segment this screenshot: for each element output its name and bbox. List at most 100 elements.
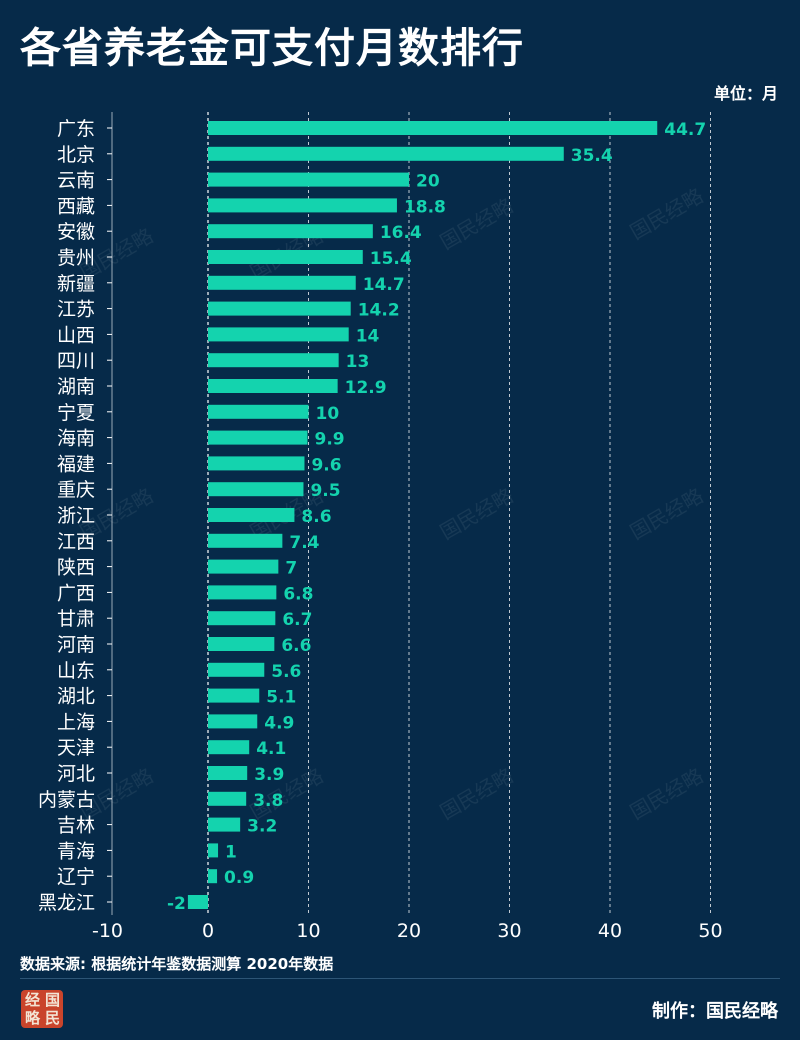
bar — [208, 198, 397, 213]
value-label: 4.1 — [256, 739, 286, 759]
value-label: 6.8 — [283, 584, 313, 604]
bar — [208, 817, 241, 832]
watermark: 国民经略 — [436, 194, 517, 255]
x-tick-label: 40 — [598, 920, 622, 942]
x-axis-ticks: -10 0 10 20 30 40 50 — [92, 920, 723, 942]
credit-text: 制作：国民经略 — [652, 1001, 778, 1022]
x-tick-label: -10 — [92, 920, 123, 942]
category-label: 山东 — [57, 660, 95, 682]
logo-char: 略 — [24, 1009, 40, 1027]
category-label: 上海 — [57, 711, 95, 733]
bar — [208, 275, 356, 290]
bar — [208, 327, 349, 342]
bar — [187, 895, 208, 909]
category-label: 贵州 — [57, 247, 95, 269]
category-label: 北京 — [57, 144, 95, 166]
logo-char: 经 — [24, 991, 40, 1009]
bar — [208, 456, 305, 471]
category-label: 湖南 — [57, 376, 95, 398]
value-label: 1 — [225, 842, 237, 862]
category-label: 内蒙古 — [38, 789, 95, 811]
bar — [208, 353, 339, 368]
bar — [208, 791, 247, 806]
category-label: 云南 — [57, 170, 95, 192]
category-label: 福建 — [57, 453, 95, 475]
category-label: 海南 — [57, 428, 95, 450]
value-label: 6.6 — [281, 636, 311, 656]
value-label: 44.7 — [664, 120, 706, 140]
bar — [208, 869, 218, 884]
unit-label: 单位：月 — [713, 84, 778, 103]
x-tick-label: 50 — [698, 920, 722, 942]
value-label: 10 — [316, 404, 340, 424]
bar — [208, 585, 277, 600]
category-label: 宁夏 — [57, 402, 95, 424]
brand-logo: 经 国 略 民 — [21, 990, 63, 1028]
value-label: 9.9 — [314, 430, 344, 450]
bar — [208, 637, 275, 651]
category-label: 重庆 — [57, 479, 95, 501]
category-label: 四川 — [57, 350, 95, 372]
bar — [208, 404, 309, 419]
category-label: 湖北 — [57, 686, 95, 708]
x-tick-label: 20 — [397, 920, 421, 942]
bar — [208, 146, 564, 161]
bar — [208, 430, 308, 445]
value-label: 18.8 — [404, 197, 446, 217]
bar — [208, 559, 279, 574]
category-label: 江苏 — [57, 299, 95, 321]
watermark: 国民经略 — [626, 764, 707, 825]
bar — [208, 611, 276, 626]
category-label: 河北 — [57, 763, 95, 785]
bars — [107, 121, 658, 909]
footer-divider — [20, 978, 780, 979]
category-label: 广东 — [57, 118, 95, 140]
watermark: 国民经略 — [626, 184, 707, 245]
bar — [208, 843, 219, 858]
category-label: 广西 — [57, 582, 95, 604]
bar — [208, 714, 258, 729]
category-label: 新疆 — [57, 273, 95, 295]
bar — [208, 121, 658, 135]
category-label: 黑龙江 — [38, 892, 95, 914]
value-label: -2 — [167, 894, 186, 914]
value-label: 0.9 — [224, 868, 254, 888]
value-label: 3.2 — [247, 817, 277, 837]
bar — [208, 379, 338, 393]
value-label: 13 — [346, 352, 370, 372]
watermark: 国民经略 — [626, 484, 707, 545]
value-label: 16.4 — [380, 223, 422, 243]
value-label: 8.6 — [301, 507, 331, 527]
category-label: 江西 — [57, 531, 95, 553]
value-label: 4.9 — [264, 713, 294, 733]
value-label: 12.9 — [345, 378, 387, 398]
x-tick-label: 10 — [296, 920, 320, 942]
value-label: 35.4 — [571, 146, 613, 166]
bar — [208, 172, 409, 187]
value-label: 14.2 — [358, 301, 400, 321]
value-label: 7.4 — [289, 533, 319, 553]
category-label: 山西 — [57, 324, 95, 346]
category-label: 青海 — [57, 840, 95, 862]
value-label: 14 — [356, 326, 380, 346]
watermark: 国民经略 — [436, 484, 517, 545]
category-label: 西藏 — [57, 195, 95, 217]
value-label: 5.6 — [271, 662, 301, 682]
value-label: 5.1 — [266, 688, 296, 708]
value-label: 7 — [285, 559, 297, 579]
data-source-note: 数据来源: 根据统计年鉴数据测算 2020年数据 — [20, 955, 334, 973]
category-label: 河南 — [57, 634, 95, 656]
category-label: 吉林 — [57, 815, 95, 837]
bar — [208, 662, 265, 677]
value-label: 9.6 — [311, 455, 341, 475]
category-label: 陕西 — [57, 557, 95, 579]
value-label: 3.8 — [253, 791, 283, 811]
x-tick-label: 0 — [202, 920, 214, 942]
bar — [208, 766, 248, 780]
category-label: 辽宁 — [57, 866, 95, 888]
bar — [208, 533, 283, 548]
bar — [208, 301, 351, 316]
x-tick-label: 30 — [497, 920, 521, 942]
logo-char: 民 — [44, 1009, 60, 1027]
